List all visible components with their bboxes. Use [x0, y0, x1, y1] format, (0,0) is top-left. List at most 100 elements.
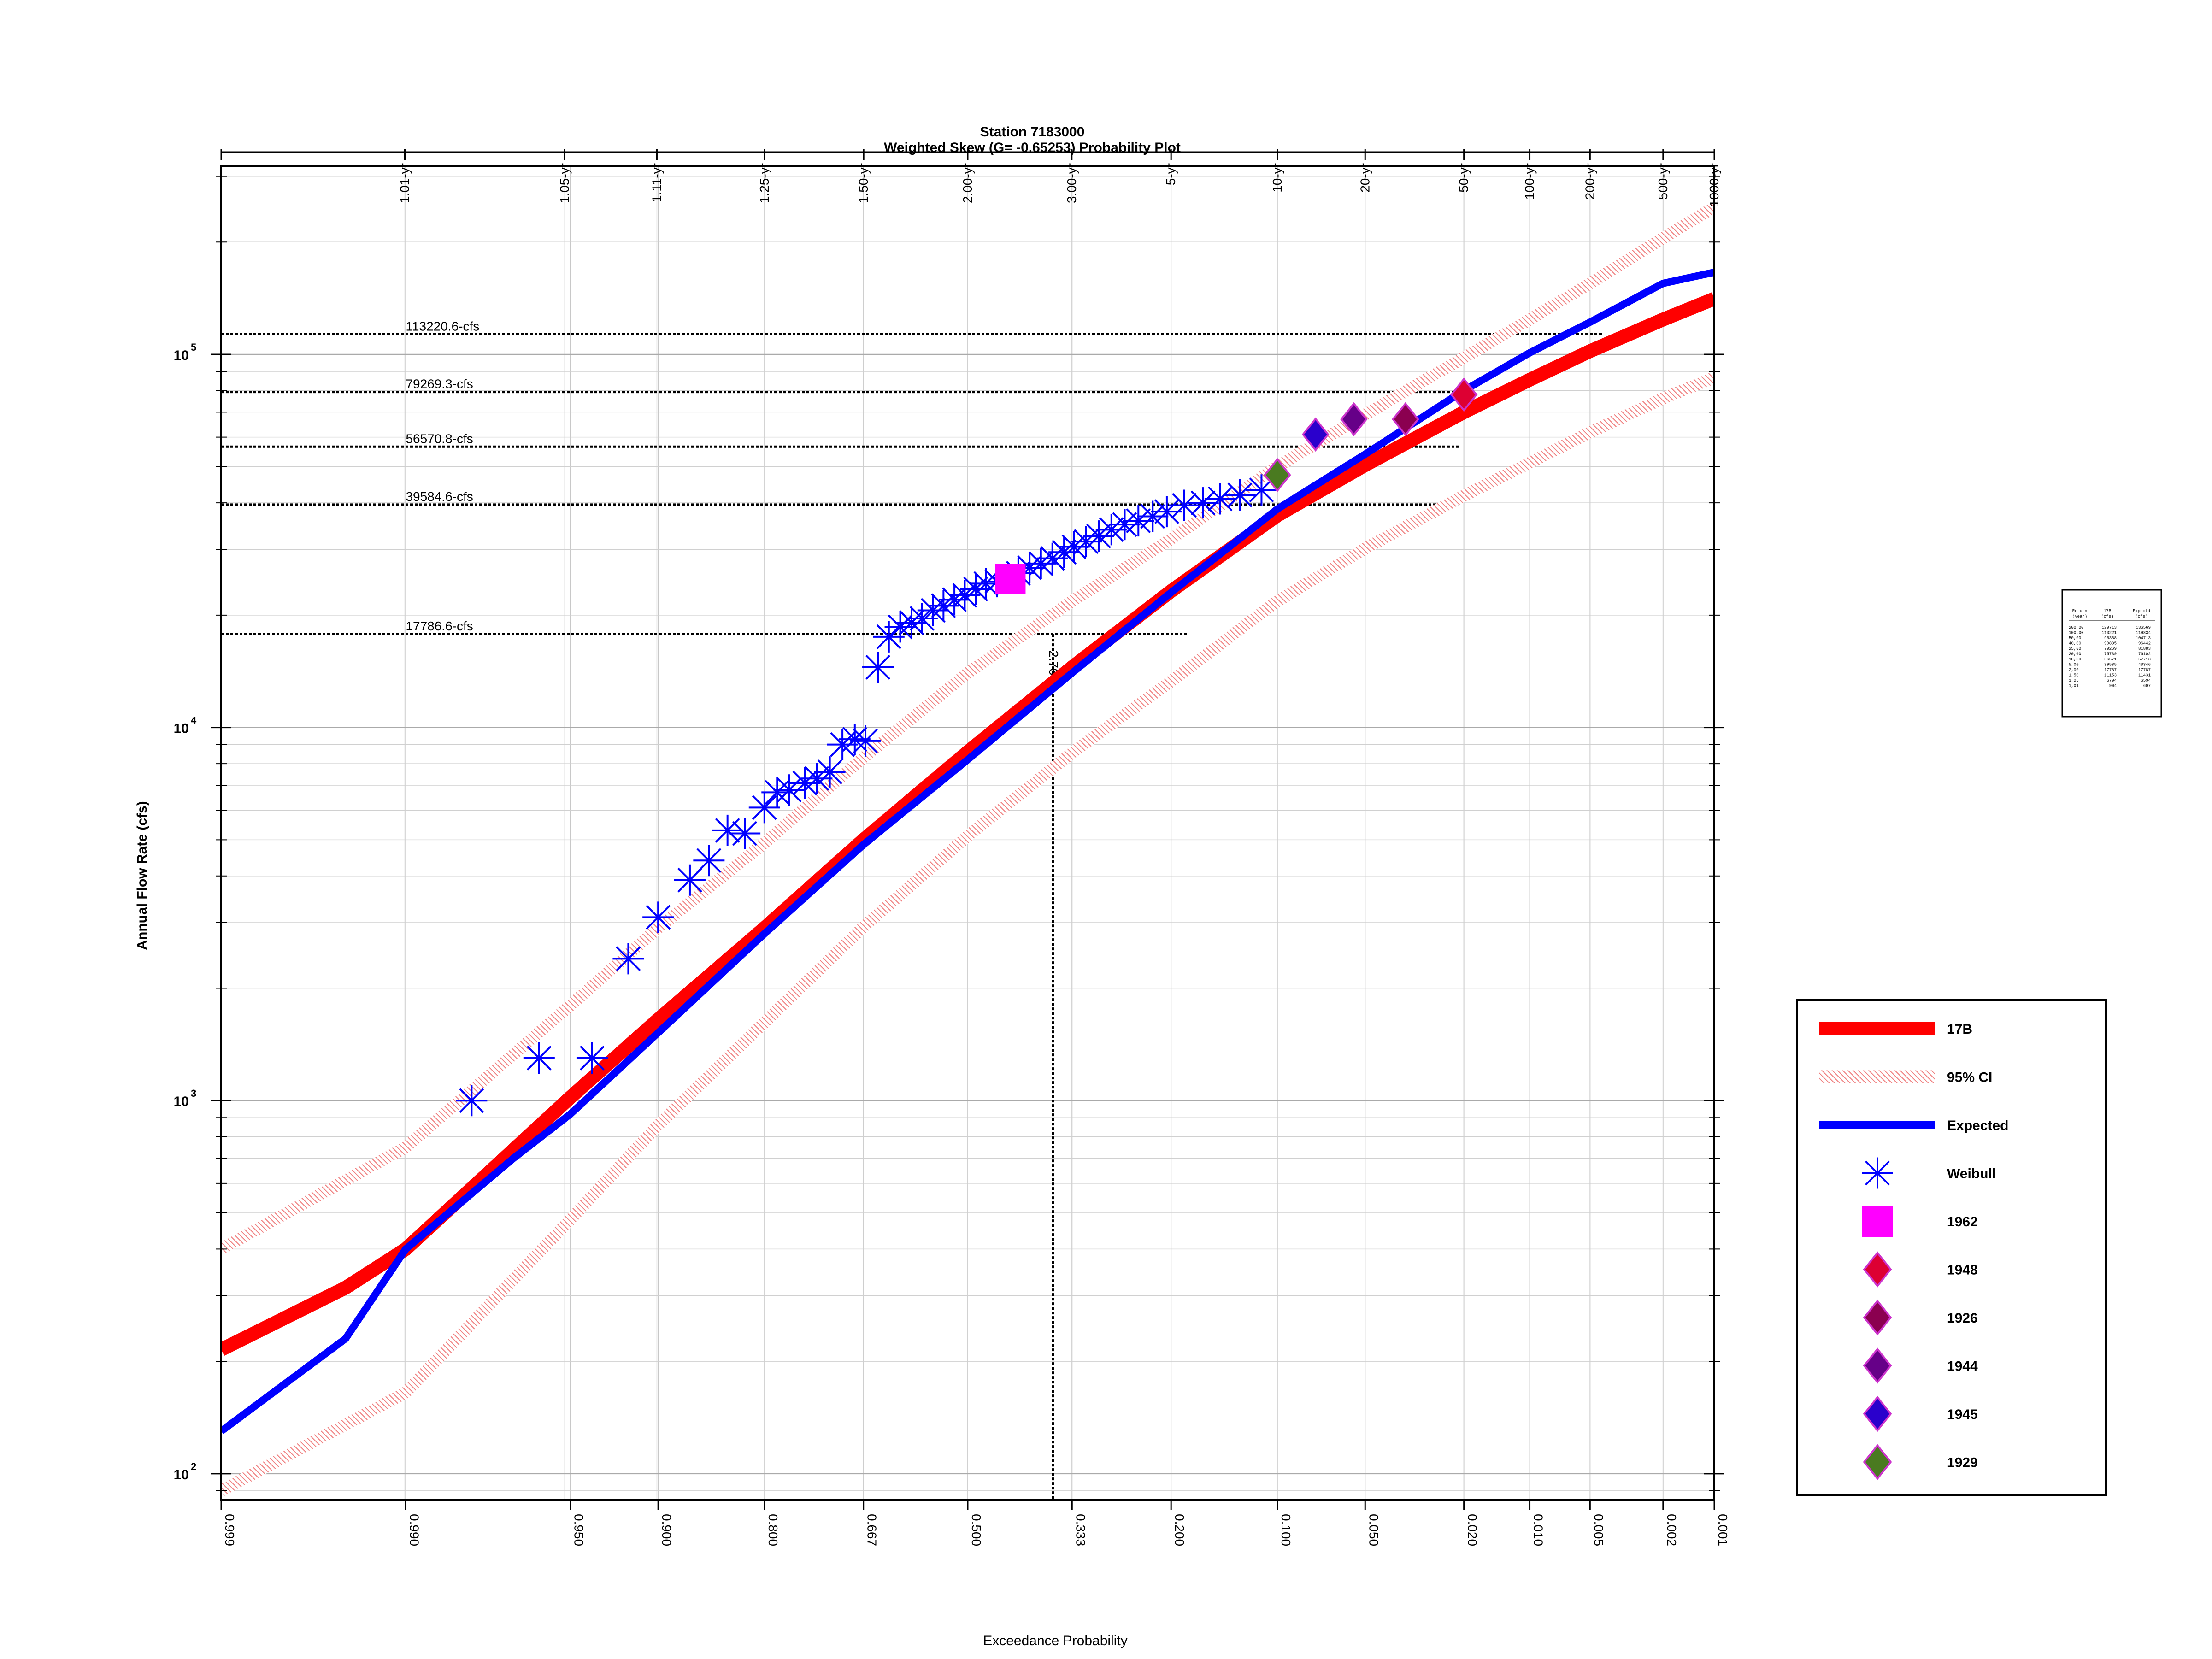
- weibull-point: [1137, 500, 1169, 532]
- legend-swatch-diamond: [1863, 1251, 1892, 1288]
- weibull-point: [1082, 520, 1114, 552]
- series-line-expected: [221, 268, 1714, 1435]
- legend-entry: 95% CI: [1819, 1070, 1992, 1085]
- weibull-point: [970, 568, 1002, 600]
- return-period-tick-label: 1.11-yr: [649, 163, 664, 202]
- legend-entry: 1962: [1862, 1206, 1978, 1237]
- summary-table-cell: 6594: [2141, 678, 2151, 683]
- return-period-tick-label: 20-yr: [1358, 163, 1372, 193]
- legend-entry: 17B: [1819, 1022, 1972, 1037]
- weibull-point: [612, 943, 644, 975]
- summary-table-frame: [2061, 589, 2162, 718]
- return-period-tick-label: 1.50-yr: [856, 163, 871, 203]
- weibull-point-stroke: [1190, 490, 1216, 516]
- weibull-point-stroke: [1126, 508, 1151, 534]
- x-tick-label: 0.990: [407, 1514, 421, 1546]
- summary-table-cell: 200,00: [2069, 625, 2083, 630]
- weibull-point-stroke: [580, 1046, 605, 1071]
- y-axis-label: Annual Flow Rate (cfs): [135, 801, 150, 950]
- weibull-point-stroke: [1099, 517, 1124, 542]
- x-tick-label: 0.001: [1716, 1514, 1730, 1546]
- weibull-point-stroke: [696, 848, 722, 873]
- weibull-point-stroke: [1140, 504, 1165, 529]
- summary-table-cell: 1,25: [2069, 678, 2079, 683]
- legend-label: 1944: [1947, 1359, 1978, 1374]
- weibull-point: [1224, 479, 1256, 511]
- reference-lines: 113220.6-cfs 79269.3-cfs 56570.8-cfs 39584.…: [221, 319, 1604, 1500]
- summary-table-cell: 40,00: [2069, 641, 2081, 646]
- marker-layer: [456, 377, 1478, 1117]
- legend-label: 1945: [1947, 1407, 1978, 1422]
- summary-table-header: Return: [2072, 609, 2087, 613]
- weibull-point-stroke: [715, 818, 740, 843]
- x-tick-label: 0.100: [1279, 1514, 1293, 1546]
- x-tick-label: 0.999: [223, 1514, 237, 1546]
- legend-entry: 1945: [1863, 1395, 1978, 1432]
- summary-table-header: (cfs): [2101, 614, 2113, 619]
- summary-table-cell: 2,00: [2069, 668, 2079, 672]
- reference-line-label: 79269.3-cfs: [406, 377, 473, 391]
- y-tick-label-base: 10: [174, 1467, 189, 1483]
- y-tick-label-base: 10: [174, 1094, 189, 1109]
- summary-table-cell: 100,00: [2069, 631, 2083, 635]
- x-tick-label: 0.050: [1366, 1514, 1381, 1546]
- x-tick-label: 0.010: [1531, 1514, 1546, 1546]
- series-line-17b: [221, 292, 1714, 1356]
- weibull-point: [1246, 474, 1277, 506]
- reference-line-label: 17786.6-cfs: [406, 619, 473, 633]
- weibull-point-stroke: [1074, 529, 1099, 554]
- return-period-tick-label: 5-yr: [1164, 163, 1178, 185]
- summary-table-cell: 11153: [2104, 673, 2117, 678]
- legend-swatch-diamond: [1863, 1444, 1892, 1480]
- legend-label: Weibull: [1947, 1166, 1996, 1182]
- weibull-point-stroke: [865, 655, 890, 680]
- weibull-point: [1151, 496, 1182, 528]
- x-axis-label: Exceedance Probability: [983, 1633, 1128, 1648]
- weibull-point-stroke: [1154, 499, 1179, 524]
- marker-1948: [1450, 377, 1478, 412]
- weibull-point: [523, 1042, 555, 1074]
- weibull-point: [642, 901, 674, 933]
- weibull-point-stroke: [804, 766, 830, 791]
- axes: 0.999 0.990 0.950 0.900 0.800 0.667 0.500 0.333…: [174, 149, 1730, 1546]
- marker-1944: [1340, 402, 1368, 436]
- weibull-point: [850, 725, 882, 757]
- weibull-point: [862, 651, 894, 683]
- weibull-point: [1036, 542, 1068, 574]
- summary-table-cell: 136569: [2136, 625, 2151, 630]
- weibull-point-stroke: [1172, 493, 1197, 518]
- series-layer: [221, 202, 1714, 1496]
- weibull-point-stroke: [752, 795, 777, 820]
- weibull-point-stroke: [973, 571, 999, 596]
- summary-table-cell: 5,00: [2069, 663, 2079, 667]
- summary-table-cell: 40346: [2138, 663, 2151, 667]
- legend-entry: 1926: [1863, 1299, 1978, 1336]
- summary-table-cell: 50,00: [2069, 636, 2081, 641]
- return-period-tick-label: 50-yr: [1457, 163, 1471, 193]
- weibull-point: [1058, 531, 1090, 563]
- y-tick-label-base: 10: [174, 721, 189, 736]
- weibull-point: [1070, 526, 1102, 558]
- return-period-tick-label: 200-yr: [1583, 163, 1597, 200]
- x-tick-label: 0.005: [1591, 1514, 1606, 1546]
- weibull-point: [729, 818, 761, 849]
- weibull-point-stroke: [817, 759, 842, 785]
- weibull-point: [1204, 483, 1236, 515]
- summary-table-cell: 76102: [2138, 652, 2151, 657]
- legend-swatch-ci: [1819, 1070, 1936, 1083]
- summary-table-cell: 10,00: [2069, 657, 2081, 662]
- legend-entry: 1929: [1863, 1444, 1978, 1480]
- weibull-point: [814, 756, 846, 788]
- summary-table-cell: 96442: [2138, 641, 2151, 646]
- weibull-point-stroke: [1112, 512, 1137, 537]
- legend-label: 17B: [1947, 1022, 1972, 1037]
- x-tick-label: 0.500: [969, 1514, 983, 1546]
- summary-table-cell: 697: [2143, 684, 2151, 688]
- ci-lower-line: [221, 372, 1714, 1496]
- summary-table-cell: 90885: [2104, 641, 2117, 646]
- weibull-point-stroke: [952, 582, 977, 608]
- weibull-point-stroke: [616, 946, 641, 971]
- return-period-tick-label: 1.05-yr: [557, 163, 571, 203]
- weibull-point: [456, 1085, 488, 1117]
- reference-line-label: 39584.6-cfs: [406, 489, 473, 504]
